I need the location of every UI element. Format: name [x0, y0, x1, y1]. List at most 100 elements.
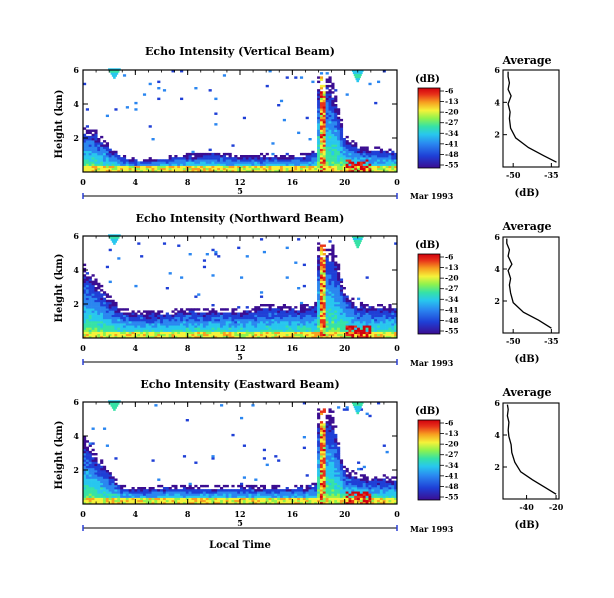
- heatmap-cell: [334, 108, 338, 111]
- heatmap-cell: [319, 489, 324, 492]
- heatmap-cell: [248, 316, 252, 320]
- heatmap-cell: [362, 484, 366, 488]
- heatmap-cell: [180, 276, 184, 279]
- heatmap-cell: [279, 495, 284, 498]
- heatmap-cell: [317, 123, 321, 126]
- heatmap-cell: [174, 335, 178, 339]
- heatmap-cell: [228, 325, 232, 328]
- heatmap-cell: [334, 433, 338, 437]
- heatmap-cell: [325, 159, 329, 162]
- heatmap-cell: [114, 301, 118, 305]
- heatmap-cell: [240, 318, 244, 322]
- heatmap-cell: [359, 155, 364, 158]
- heatmap-cell: [231, 308, 235, 311]
- heatmap-cell: [145, 497, 149, 501]
- y-tick-label: 6: [73, 231, 79, 241]
- heatmap-cell: [108, 306, 112, 309]
- colorbar-tick-label: -20: [445, 108, 459, 117]
- heatmap-cell: [200, 333, 204, 337]
- heatmap-cell: [202, 308, 207, 311]
- heatmap-cell: [277, 323, 281, 326]
- heatmap-cell: [157, 169, 161, 173]
- heatmap-cell: [328, 312, 332, 315]
- heatmap-cell: [105, 499, 109, 503]
- heatmap-cell: [334, 114, 338, 118]
- heatmap-cell: [122, 491, 127, 494]
- heatmap-cell: [351, 304, 355, 307]
- heatmap-cell: [331, 301, 335, 305]
- heatmap-cell: [322, 487, 326, 490]
- x-tick-label: 12: [234, 343, 245, 353]
- heatmap-cell: [282, 327, 286, 330]
- heatmap-cell: [365, 484, 369, 488]
- heatmap-cell: [182, 484, 187, 488]
- heatmap-cell: [88, 329, 92, 332]
- heatmap-cell: [83, 476, 87, 479]
- heatmap-cell: [345, 478, 349, 481]
- heatmap-cell: [254, 312, 258, 315]
- heatmap-cell: [214, 253, 218, 256]
- heatmap-cell: [162, 242, 167, 245]
- heatmap-cell: [348, 159, 352, 162]
- heatmap-cell: [114, 495, 118, 498]
- heatmap-cell: [391, 169, 395, 173]
- heatmap-cell: [259, 295, 264, 298]
- heatmap-cell: [188, 312, 192, 315]
- heatmap-cell: [314, 157, 318, 160]
- heatmap-cell: [251, 312, 255, 315]
- heatmap-cell: [168, 501, 172, 505]
- heatmap-cell: [314, 501, 318, 505]
- heatmap-cell: [311, 150, 315, 154]
- heatmap-cell: [377, 161, 381, 164]
- heatmap-cell: [191, 163, 195, 166]
- heatmap-cell: [222, 325, 227, 328]
- heatmap-cell: [88, 150, 92, 154]
- heatmap-cell: [180, 316, 184, 320]
- heatmap-cell: [83, 270, 87, 273]
- heatmap-cell: [91, 308, 95, 311]
- heatmap-cell: [354, 310, 358, 313]
- heatmap-cell: [342, 325, 346, 328]
- heatmap-cell: [277, 484, 281, 488]
- heatmap-cell: [180, 327, 184, 330]
- heatmap-cell: [111, 329, 115, 332]
- heatmap-cell: [328, 274, 332, 277]
- heatmap-cell: [302, 495, 306, 498]
- heatmap-cell: [302, 325, 306, 328]
- heatmap-cell: [282, 312, 286, 315]
- heatmap-cell: [200, 167, 204, 171]
- heatmap-cell: [297, 489, 301, 492]
- heatmap-cell: [348, 301, 352, 305]
- heatmap-cell: [285, 499, 289, 503]
- heatmap-cell: [151, 333, 155, 337]
- heatmap-cell: [368, 414, 372, 418]
- heatmap-cell: [91, 167, 95, 171]
- colorbar-tick-label: -34: [445, 295, 459, 304]
- heatmap-cell: [125, 331, 129, 335]
- heatmap-cell: [337, 159, 341, 162]
- heatmap-cell: [325, 416, 329, 420]
- heatmap-cell: [328, 127, 332, 130]
- heatmap-cell: [225, 308, 229, 311]
- heatmap-cell: [128, 323, 132, 326]
- heatmap-cell: [154, 316, 158, 320]
- heatmap-cell: [83, 501, 87, 505]
- heatmap-cell: [328, 150, 332, 154]
- heatmap-cell: [285, 169, 289, 173]
- heatmap-cell: [282, 335, 286, 339]
- heatmap-cell: [334, 278, 338, 281]
- heatmap-cell: [319, 427, 324, 430]
- heatmap-cell: [317, 463, 321, 467]
- heatmap-cell: [291, 501, 295, 505]
- heatmap-cell: [362, 157, 366, 160]
- heatmap-cell: [145, 318, 149, 322]
- heatmap-cell: [377, 329, 381, 332]
- heatmap-cell: [234, 161, 238, 164]
- heatmap-cell: [279, 331, 284, 335]
- heatmap-cell: [334, 301, 338, 305]
- heatmap-cell: [83, 155, 87, 158]
- heatmap-cell: [265, 463, 269, 467]
- heatmap-cell: [328, 448, 332, 452]
- heatmap-cell: [94, 480, 98, 484]
- heatmap-cell: [142, 491, 147, 494]
